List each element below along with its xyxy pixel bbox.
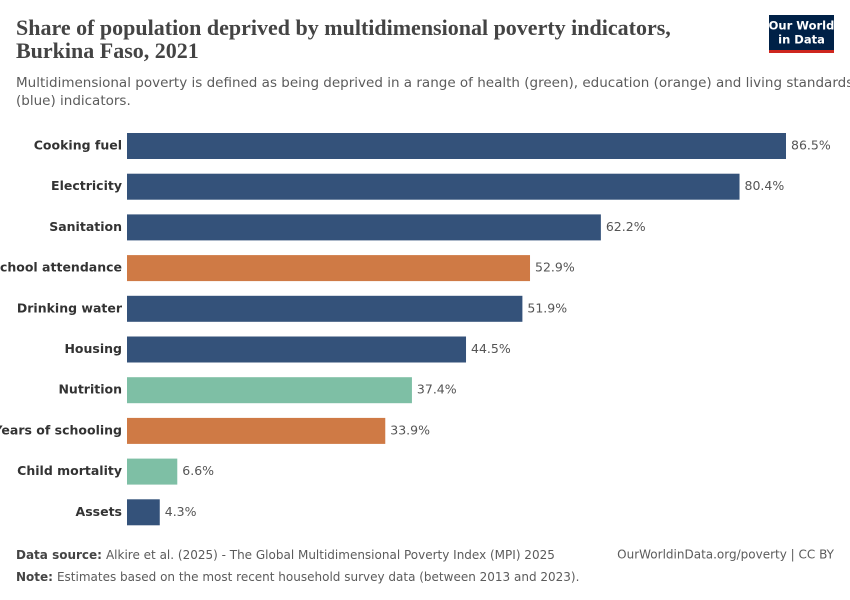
category-label: Cooking fuel [34, 138, 122, 153]
source: Data source: Alkire et al. (2025) - The G… [16, 548, 555, 562]
value-label: 37.4% [417, 382, 457, 397]
bar [127, 255, 531, 282]
value-label: 44.5% [471, 341, 511, 356]
category-label: Years of schooling [0, 422, 122, 437]
bar [127, 336, 467, 363]
category-label: Sanitation [49, 219, 122, 234]
logo-box [769, 15, 834, 53]
bar [127, 214, 601, 241]
bar [127, 173, 740, 200]
category-label: Electricity [51, 178, 122, 193]
category-label: Nutrition [58, 382, 122, 397]
category-label: School attendance [0, 260, 122, 275]
subtitle: (blue) indicators. [16, 93, 131, 109]
chart-title: Burkina Faso, 2021 [16, 38, 199, 63]
value-label: 62.2% [606, 219, 646, 234]
bar [127, 377, 412, 404]
subtitle: Multidimensional poverty is defined as b… [16, 75, 850, 91]
logo-text: Our World [769, 19, 835, 33]
category-label: Assets [76, 504, 122, 519]
note: Note: Estimates based on the most recent … [16, 570, 579, 584]
note-label: Note: [16, 570, 53, 584]
logo-text: in Data [778, 33, 825, 47]
category-label: Housing [64, 341, 122, 356]
bar [127, 133, 786, 159]
value-label: 4.3% [165, 504, 197, 519]
bar [127, 458, 178, 485]
logo[interactable]: Our World in Data [769, 15, 835, 53]
bar [127, 295, 523, 322]
value-label: 86.5% [791, 138, 831, 153]
value-label: 33.9% [390, 422, 430, 437]
value-label: 52.9% [535, 260, 575, 275]
bar [127, 499, 160, 526]
value-label: 80.4% [745, 178, 785, 193]
bar [127, 417, 386, 444]
credit[interactable]: OurWorldinData.org/poverty | CC BY [617, 548, 835, 562]
value-label: 51.9% [527, 300, 567, 315]
note-text: Estimates based on the most recent house… [57, 570, 579, 584]
chart-title: Share of population deprived by multidim… [16, 15, 671, 40]
category-label: Drinking water [17, 300, 123, 315]
source-label: Data source: [16, 548, 102, 562]
value-label: 6.6% [182, 463, 214, 478]
logo-stripe [769, 50, 834, 53]
source-text: Alkire et al. (2025) - The Global Multid… [106, 548, 555, 562]
category-label: Child mortality [17, 463, 122, 478]
